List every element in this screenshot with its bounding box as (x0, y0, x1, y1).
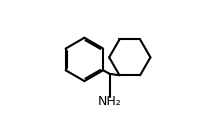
Text: NH₂: NH₂ (98, 95, 122, 108)
